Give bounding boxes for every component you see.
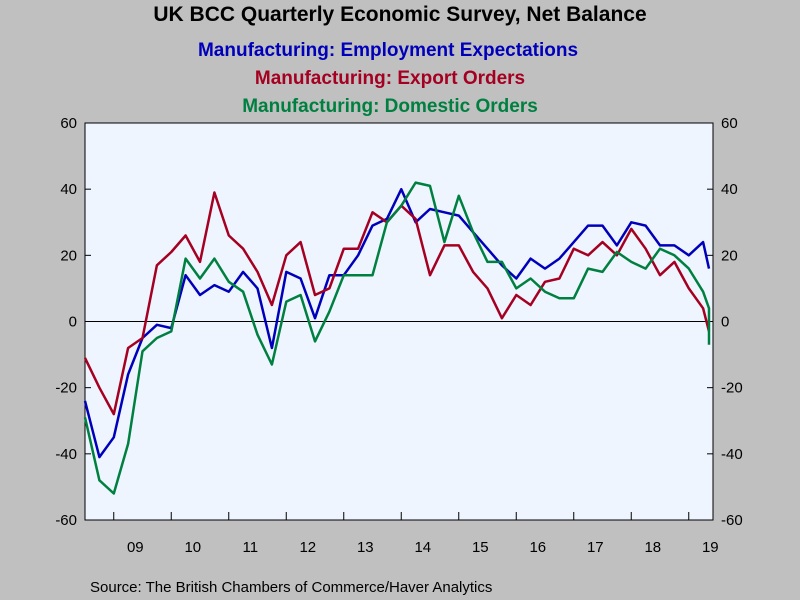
- x-tick-label: 19: [702, 539, 719, 556]
- x-tick-label: 09: [127, 539, 144, 556]
- source-note: Source: The British Chambers of Commerce…: [90, 579, 492, 596]
- y-tick-label-right: -60: [721, 512, 743, 529]
- x-tick-label: 11: [243, 539, 259, 556]
- y-tick-label-right: 0: [721, 314, 729, 331]
- y-tick-label-right: -40: [721, 446, 743, 463]
- x-tick-label: 14: [414, 539, 431, 556]
- legend-title-employment: Manufacturing: Employment Expectations: [198, 40, 578, 61]
- chart-title: UK BCC Quarterly Economic Survey, Net Ba…: [153, 3, 646, 26]
- legend-title-domestic: Manufacturing: Domestic Orders: [242, 96, 538, 117]
- series-layer: [83, 181, 711, 495]
- x-tick-label: 17: [587, 539, 604, 556]
- series-line-domestic-orders: [83, 181, 711, 495]
- x-axis: 09 10 11 12 13 14 15 16 17 18 19: [113, 512, 719, 556]
- legend-title-export: Manufacturing: Export Orders: [255, 68, 525, 89]
- x-tick-label: 10: [184, 539, 201, 556]
- y-tick-label-right: 40: [721, 181, 738, 198]
- y-tick-label-left: -40: [55, 446, 77, 463]
- x-tick-label: 13: [357, 539, 374, 556]
- y-tick-label-right: -20: [721, 380, 743, 397]
- series-line-employment-expectations: [83, 187, 711, 459]
- y-tick-label-right: 60: [721, 115, 738, 132]
- y-tick-label-left: -60: [55, 512, 77, 529]
- y-tick-label-left: -20: [55, 380, 77, 397]
- y-axis: 60 60 40 40 20 20 0 0 -20 -20 -40 -40 -60 -60: [55, 115, 742, 529]
- y-tick-label-left: 20: [60, 247, 77, 264]
- x-tick-label: 18: [644, 539, 661, 556]
- y-tick-label-left: 60: [60, 115, 77, 132]
- y-tick-label-left: 0: [69, 314, 77, 331]
- x-tick-label: 15: [472, 539, 489, 556]
- y-tick-label-right: 20: [721, 247, 738, 264]
- x-tick-label: 12: [299, 539, 316, 556]
- x-tick-label: 16: [529, 539, 546, 556]
- y-tick-label-left: 40: [60, 181, 77, 198]
